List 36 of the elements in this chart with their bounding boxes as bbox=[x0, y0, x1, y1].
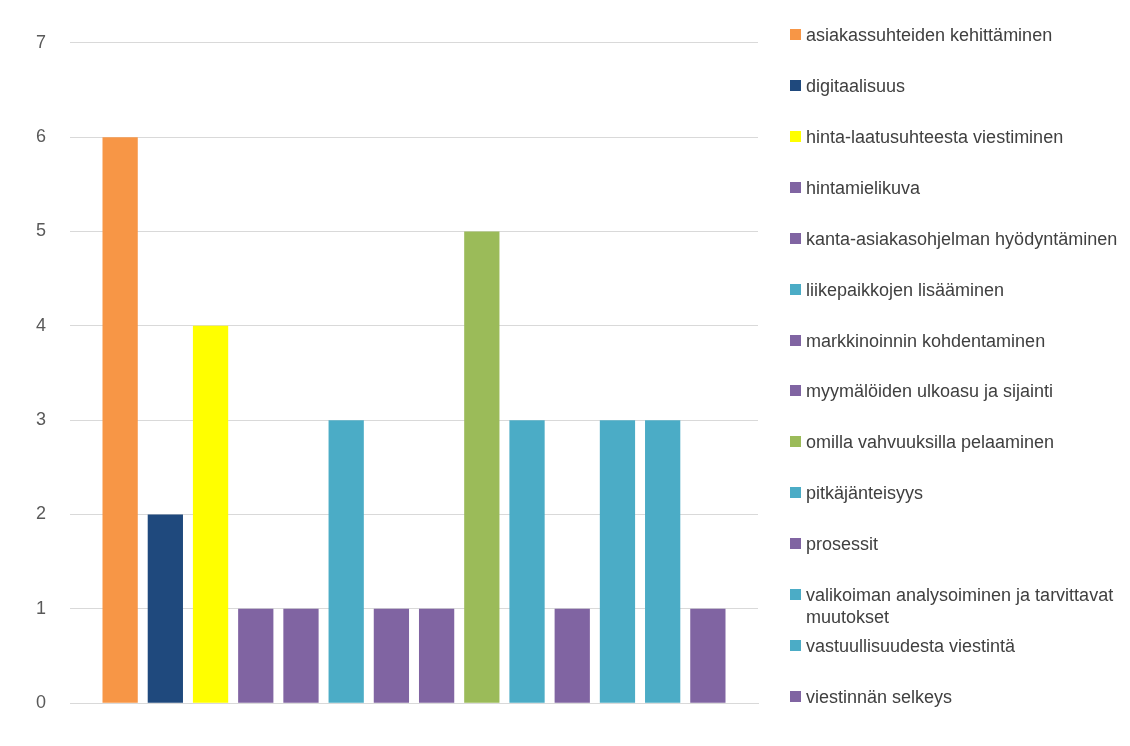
legend-label: vastuullisuudesta viestintä bbox=[806, 635, 1016, 658]
y-tick-label: 7 bbox=[36, 31, 47, 52]
bar bbox=[373, 608, 410, 703]
bar bbox=[328, 420, 364, 703]
bar bbox=[464, 231, 500, 703]
y-tick-label: 6 bbox=[36, 126, 47, 147]
bar bbox=[147, 514, 183, 703]
bar bbox=[599, 420, 636, 703]
y-tick-label: 4 bbox=[36, 314, 47, 335]
bar bbox=[554, 608, 590, 703]
y-tick-label: 0 bbox=[36, 692, 47, 713]
bar bbox=[102, 137, 138, 703]
bar bbox=[192, 325, 229, 703]
legend-label: myymälöiden ulkoasu ja sijainti bbox=[806, 380, 1054, 403]
legend-label: asiakassuhteiden kehittäminen bbox=[806, 24, 1053, 46]
legend-label: valikoiman analysoiminen ja tarvittavat muutokset bbox=[806, 584, 1115, 629]
bar bbox=[645, 420, 681, 703]
bar bbox=[418, 608, 455, 703]
bar bbox=[509, 420, 545, 703]
legend-label: prosessit bbox=[806, 533, 879, 556]
legend-label: omilla vahvuuksilla pelaaminen bbox=[806, 431, 1055, 454]
y-tick-label: 5 bbox=[36, 220, 47, 241]
bar bbox=[283, 608, 319, 703]
bar bbox=[690, 608, 726, 703]
y-tick-label: 1 bbox=[36, 597, 47, 618]
y-tick-label: 2 bbox=[36, 503, 47, 524]
legend-label: pitkäjänteisyys bbox=[806, 482, 924, 505]
legend-label: hintamielikuva bbox=[806, 176, 921, 199]
legend-label: hinta-laatusuhteesta viestiminen bbox=[806, 125, 1064, 148]
bar bbox=[238, 608, 274, 703]
y-tick-label: 3 bbox=[36, 409, 47, 430]
legend-label: liikepaikkojen lisääminen bbox=[806, 278, 1005, 301]
legend-label: digitaalisuus bbox=[806, 74, 906, 97]
legend-label: viestinnän selkeys bbox=[806, 686, 953, 708]
legend-label: kanta-asiakasohjelman hyödyntäminen bbox=[806, 227, 1118, 250]
legend-label: markkinoinnin kohdentaminen bbox=[806, 329, 1046, 352]
